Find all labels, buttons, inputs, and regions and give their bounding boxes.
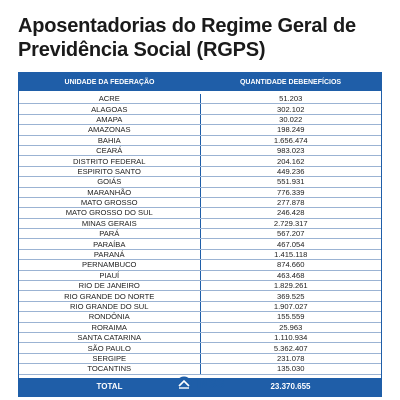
value-cell: 246.428 <box>277 208 305 218</box>
table-row: ALAGOAS 302.102 <box>19 104 381 115</box>
table-row: RONDÔNIA 155.559 <box>19 312 381 323</box>
state-cell: TOCANTINS <box>19 364 201 374</box>
state-cell: PIAUÍ <box>19 270 201 281</box>
state-cell: SANTA CATARINA <box>19 332 201 343</box>
state-cell: ACRE <box>19 94 201 104</box>
value-cell: 135.030 <box>277 364 305 374</box>
table-row: RIO GRANDE DO NORTE 369.525 <box>19 291 381 302</box>
table-row: SÃO PAULO 5.362.407 <box>19 343 381 354</box>
value-cell: 874.660 <box>277 260 305 270</box>
value-cell: 25.963 <box>279 322 303 332</box>
value-cell: 1.907.027 <box>273 302 308 311</box>
value-cell: 2.729.317 <box>273 218 308 228</box>
table-row: RORAIMA 25.963 <box>19 322 381 333</box>
state-cell: PARÁ <box>19 229 201 239</box>
value-cell: 1.829.261 <box>273 281 308 291</box>
table-row: SERGIPE 231.078 <box>19 353 381 365</box>
state-cell: RIO GRANDE DO NORTE <box>19 291 201 301</box>
state-cell: SÃO PAULO <box>19 343 201 353</box>
table-row: PARÁ 567.207 <box>19 229 381 240</box>
table: UNIDADE DA FEDERAÇÃO QUANTIDADE DEBENEFÍ… <box>18 72 382 397</box>
header-cell: QUANTIDADE DEBENEFÍCIOS <box>239 78 342 86</box>
state-cell: RIO DE JANEIRO <box>19 281 201 291</box>
state-cell: ESPIRITO SANTO <box>19 166 201 177</box>
state-cell: MARANHÃO <box>19 187 201 197</box>
header-cell: UNIDADE DA FEDERAÇÃO <box>64 78 155 86</box>
state-cell: MATO GROSSO <box>19 197 201 208</box>
table-row: MATO GROSSO DO SUL 246.428 <box>19 208 381 219</box>
value-cell: 302.102 <box>277 104 305 114</box>
value-cell: 231.078 <box>277 353 305 363</box>
state-cell: AMAPA <box>19 114 201 125</box>
state-cell: ALAGOAS <box>19 104 201 114</box>
table-row: RIO GRANDE DO SUL 1.907.027 <box>19 301 381 313</box>
table-row: PERNAMBUCO 874.660 <box>19 260 381 271</box>
table-body: ACRE 51.203 ALAGOAS 302.102 AMAPA 30.022 AMAZO… <box>19 91 381 378</box>
state-cell: MINAS GERAIS <box>19 218 201 229</box>
value-cell: 30.022 <box>279 114 303 124</box>
table-row: MARANHÃO 776.339 <box>19 187 381 198</box>
table-row: ESPIRITO SANTO 449.236 <box>19 166 381 178</box>
state-cell: GOIÁS <box>19 177 201 187</box>
table-row: AMAPA 30.022 <box>19 114 381 126</box>
value-cell: 155.559 <box>277 312 305 322</box>
table-row: CEARÁ 983.023 <box>19 145 381 157</box>
value-cell: 467.054 <box>277 239 305 249</box>
state-cell: BAHIA <box>19 135 201 145</box>
value-cell: 51.203 <box>279 94 303 104</box>
value-cell: 776.339 <box>277 187 305 197</box>
value-cell: 204.162 <box>277 156 305 166</box>
state-cell: DISTRITO FEDERAL <box>19 156 201 166</box>
state-cell: CEARÁ <box>19 145 201 156</box>
table-row: BAHIA 1.656.474 <box>19 135 381 146</box>
table-row: DISTRITO FEDERAL 204.162 <box>19 156 381 167</box>
table-row: MATO GROSSO 277.878 <box>19 197 381 209</box>
state-cell: RIO GRANDE DO SUL <box>19 301 201 312</box>
table-row: ACRE 51.203 <box>19 94 381 105</box>
title: Aposentadorias do Regime Geral de Previd… <box>18 14 388 62</box>
logo: INSS <box>0 376 400 392</box>
value-cell: 5.362.407 <box>273 343 308 353</box>
logo-text: INSS <box>196 377 225 391</box>
table-row: MINAS GERAIS 2.729.317 <box>19 218 381 230</box>
title-line: Aposentadorias do Regime Geral de <box>18 15 356 37</box>
table-header: UNIDADE DA FEDERAÇÃO QUANTIDADE DEBENEFÍ… <box>19 73 381 91</box>
state-cell: PARANÁ <box>19 249 201 260</box>
table-row: PARAÍBA 467.054 <box>19 239 381 250</box>
title-line: Previdência Social (RGPS) <box>18 39 266 61</box>
logo-icon <box>176 376 192 392</box>
state-cell: MATO GROSSO DO SUL <box>19 208 201 218</box>
value-cell: 277.878 <box>277 198 305 208</box>
value-cell: 449.236 <box>277 166 305 176</box>
total-row: TOTAL 23.370.655 <box>19 377 381 396</box>
value-cell: 198.249 <box>277 125 305 135</box>
value-cell: 1.656.474 <box>273 135 308 145</box>
state-cell: PERNAMBUCO <box>19 260 201 270</box>
value-cell: 567.207 <box>277 229 305 239</box>
state-cell: AMAZONAS <box>19 125 201 135</box>
value-cell: 1.415.118 <box>274 250 308 260</box>
table-row: PIAUÍ 463.468 <box>19 270 381 282</box>
value-cell: 551.931 <box>277 177 305 187</box>
value-cell: 463.468 <box>277 270 305 280</box>
table-row: GOIÁS 551.931 <box>19 177 381 188</box>
state-cell: PARAÍBA <box>19 239 201 249</box>
state-cell: SERGIPE <box>19 353 201 364</box>
table-row: RIO DE JANEIRO 1.829.261 <box>19 281 381 292</box>
value-cell: 983.023 <box>277 146 305 156</box>
table-row: TOCANTINS 135.030 <box>19 364 381 375</box>
value-cell: 1.110.934 <box>274 333 308 343</box>
value-cell: 369.525 <box>277 291 305 301</box>
state-cell: RORAIMA <box>19 322 201 332</box>
table-row: AMAZONAS 198.249 <box>19 125 381 136</box>
total-label: TOTAL <box>96 382 123 392</box>
table-row: PARANÁ 1.415.118 <box>19 249 381 261</box>
state-cell: RONDÔNIA <box>19 312 201 322</box>
total-value: 23.370.655 <box>270 382 311 392</box>
table-row: SANTA CATARINA 1.110.934 <box>19 332 381 344</box>
